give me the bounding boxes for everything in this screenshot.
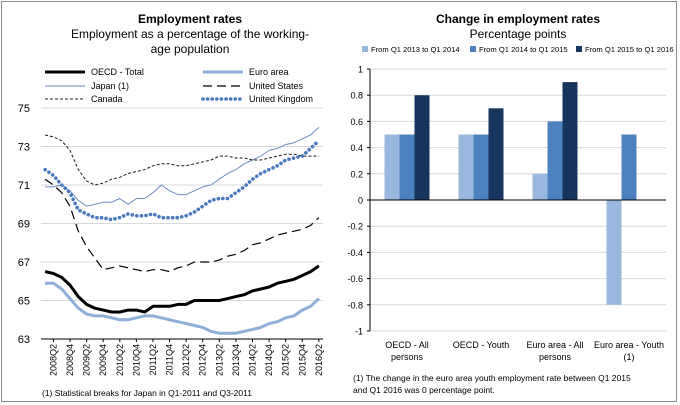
left-y-tick-label: 71 — [18, 180, 30, 192]
left-chart-footnote: (1) Statistical breaks for Japan in Q1-2… — [42, 388, 252, 398]
series-line-oecd-total — [44, 264, 320, 314]
right-y-tick-label: 0.4 — [350, 143, 363, 153]
left-x-tick-label: 2015Q4 — [297, 344, 307, 376]
bar — [547, 121, 563, 200]
left-chart-subtitle-line-2: age population — [151, 42, 230, 56]
left-chart: Employment rates Employment as a percent… — [18, 12, 324, 398]
legend-label: United Kingdom — [249, 94, 313, 104]
left-y-tick-label: 67 — [18, 257, 30, 269]
right-chart: Change in employment rates Percentage po… — [347, 12, 673, 395]
left-x-tick-label: 2012Q2 — [181, 344, 191, 376]
left-y-tick-label: 69 — [18, 219, 30, 231]
left-x-tick-label: 2011Q4 — [165, 344, 175, 375]
category-label: OECD - All — [385, 340, 429, 350]
left-x-tick-label: 2013Q2 — [214, 344, 224, 376]
left-chart-subtitle-line-1: Employment as a percentage of the workin… — [71, 27, 309, 41]
legend-label: From Q1 2013 to Q1 2014 — [371, 45, 460, 54]
series-line-canada — [44, 134, 319, 186]
legend-label: Japan (1) — [91, 81, 129, 91]
left-x-tick-label: 2012Q4 — [198, 344, 208, 376]
left-x-tick-label: 2014Q2 — [248, 344, 258, 376]
category-label: Euro area - Youth — [594, 340, 664, 350]
right-chart-category-labels: OECD - All persons OECD - Youth Euro area -… — [385, 340, 664, 362]
category-label: Euro area - All — [526, 340, 583, 350]
right-y-tick-label: -1 — [355, 327, 363, 337]
bar — [384, 134, 400, 200]
legend-label: OECD - Total — [91, 67, 144, 77]
left-chart-gridlines — [41, 107, 323, 301]
series-line-united-kingdom — [43, 138, 321, 222]
right-y-tick-label: -0.4 — [347, 248, 363, 258]
bar — [488, 108, 504, 200]
left-x-tick-label: 2010Q4 — [131, 344, 141, 376]
left-chart-title: Employment rates — [138, 12, 242, 26]
legend-label: United States — [249, 81, 304, 91]
left-x-tick-label: 2008Q4 — [65, 344, 75, 376]
right-chart-footnote-line-2: and Q1 2016 was 0 percentage point. — [353, 385, 495, 395]
left-y-tick-label: 75 — [18, 103, 30, 115]
left-x-tick-label: 2009Q2 — [82, 344, 92, 376]
legend-swatch — [576, 46, 582, 52]
right-y-tick-label: -0.6 — [347, 274, 363, 284]
bar — [562, 82, 578, 200]
left-x-tick-label: 2010Q2 — [115, 344, 125, 376]
left-x-tick-label: 2011Q2 — [148, 344, 158, 375]
left-chart-series — [43, 126, 321, 335]
right-y-tick-label: 0.6 — [350, 117, 363, 127]
left-x-tick-label: 2008Q2 — [48, 344, 58, 376]
legend-label: From Q1 2014 to Q1 2015 — [479, 45, 568, 54]
bar — [621, 134, 637, 200]
left-chart-y-axis: 63 65 67 69 71 73 75 — [18, 103, 30, 346]
right-chart-bars — [384, 82, 637, 305]
bar — [458, 134, 474, 200]
legend-label: From Q1 2015 to Q1 2016 — [585, 45, 674, 54]
right-chart-title: Change in employment rates — [436, 12, 600, 26]
right-y-tick-label: 0.2 — [350, 169, 363, 179]
legend-swatch — [362, 46, 368, 52]
left-chart-x-axis: 2008Q2 2008Q4 2009Q2 2009Q4 2010Q2 2010Q4 2011… — [48, 339, 324, 376]
legend-label: Euro area — [249, 67, 289, 77]
left-y-tick-label: 63 — [18, 334, 30, 346]
series-line-euro-area — [45, 281, 320, 335]
legend-label: Canada — [91, 94, 123, 104]
left-x-tick-label: 2009Q4 — [98, 344, 108, 376]
right-chart-footnote-line-1: (1) The change in the euro area youth em… — [353, 373, 631, 383]
bar — [606, 200, 622, 305]
right-y-tick-label: 1 — [358, 65, 363, 75]
left-x-tick-label: 2014Q4 — [264, 344, 274, 376]
category-label: persons — [391, 352, 424, 362]
left-chart-legend: OECD - Total Euro area Japan (1) United Sta… — [45, 67, 313, 104]
right-y-tick-label: -0.8 — [347, 300, 363, 310]
legend-swatch — [470, 46, 476, 52]
right-chart-y-axis: 1 0.8 0.6 0.4 0.2 0 -0.2 -0.4 -0.6 -0.8 -1 — [347, 65, 363, 337]
series-line-japan-1 — [45, 126, 320, 207]
category-label: (1) — [624, 352, 635, 362]
category-label: OECD - Youth — [453, 340, 510, 350]
left-x-tick-label: 2015Q2 — [281, 344, 291, 376]
category-label: persons — [539, 352, 572, 362]
right-chart-legend: From Q1 2013 to Q1 2014 From Q1 2014 to Q… — [362, 45, 674, 54]
left-y-tick-label: 65 — [18, 296, 30, 308]
right-y-tick-label: -0.2 — [347, 222, 363, 232]
series-line-united-states — [44, 178, 320, 273]
right-y-tick-label: 0 — [358, 196, 363, 206]
bar — [399, 134, 415, 200]
bar — [414, 95, 430, 200]
bar — [473, 134, 489, 200]
bar — [532, 173, 548, 200]
right-y-tick-label: 0.8 — [350, 91, 363, 101]
left-y-tick-label: 73 — [18, 142, 30, 154]
left-x-tick-label: 2013Q4 — [231, 344, 241, 376]
right-chart-subtitle: Percentage points — [470, 27, 567, 41]
left-x-tick-label: 2016Q2 — [314, 344, 324, 376]
